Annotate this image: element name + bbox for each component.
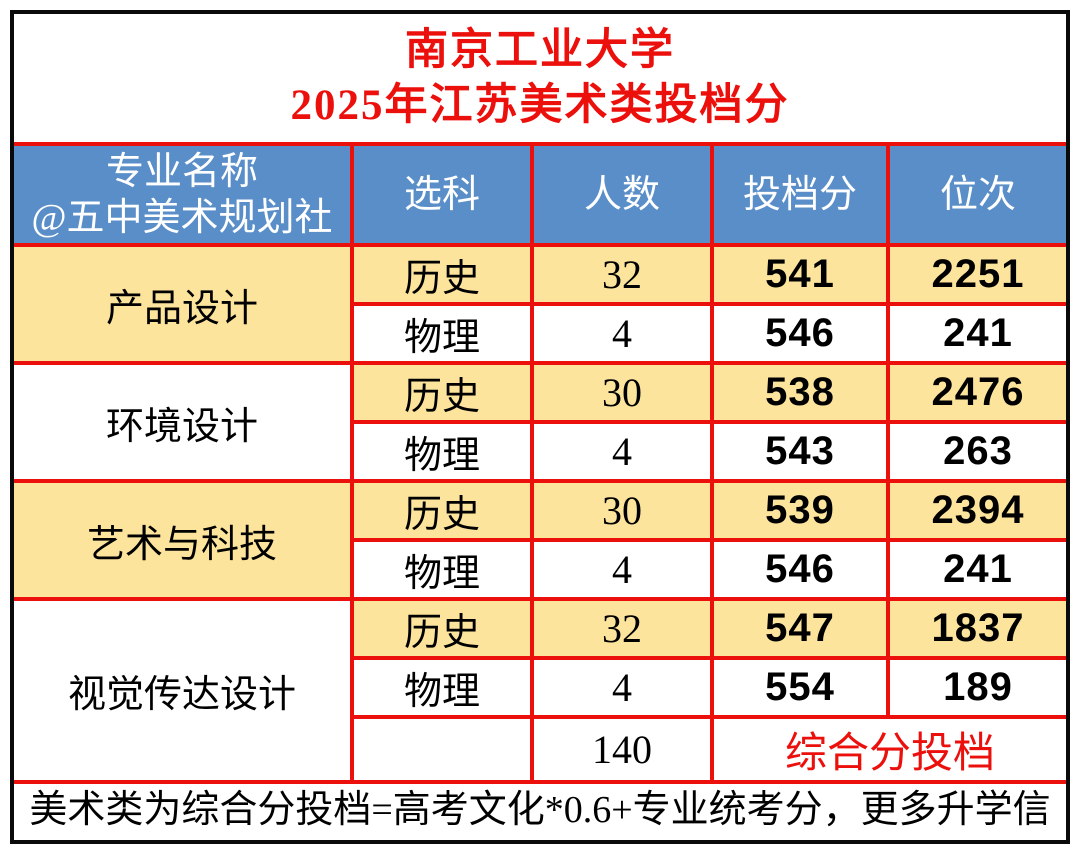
subject-cell: 历史 [350,243,534,306]
count-cell: 30 [530,479,714,542]
score-cell: 538 [710,361,890,424]
table-row: 物理 4 546 241 [14,302,1066,365]
program-cell-product-design: 产品设计 [14,243,354,365]
program-cell-art-technology: 艺术与科技 [14,479,354,601]
rank-cell: 263 [886,420,1066,483]
count-cell: 4 [530,538,714,601]
table-row: 视觉传达设计 历史 32 547 1837 [14,597,1066,784]
score-cell: 543 [710,420,890,483]
score-cell: 541 [710,243,890,306]
rank-cell: 241 [886,302,1066,365]
table-row: 产品设计 历史 32 541 2251 [14,243,1066,365]
table-row: 物理 4 554 189 [14,656,1066,719]
subject-cell: 历史 [350,597,534,660]
table-row: 艺术与科技 历史 30 539 2394 [14,479,1066,601]
rank-cell: 2394 [886,479,1066,542]
table-row: 环境设计 历史 30 538 2476 [14,361,1066,483]
composite-note-cell: 综合分投档 [710,715,1066,784]
table-row: 物理 4 546 241 [14,538,1066,601]
header-count: 人数 [530,142,714,247]
title-block: 南京工业大学 2025年江苏美术类投档分 [14,14,1066,142]
rank-cell: 2476 [886,361,1066,424]
footer-line-2: 息请关注公众号：@五中美术规划社 [238,837,843,840]
program-cell-visual-communication: 视觉传达设计 [14,597,354,784]
score-cell: 547 [710,597,890,660]
rank-cell: 2251 [886,243,1066,306]
header-row: 专业名称 @五中美术规划社 选科 人数 投档分 位次 [14,142,1066,247]
outer-frame: 南京工业大学 2025年江苏美术类投档分 专业名称 @五中美术规划社 选科 人数 [10,10,1070,844]
title-line-university: 南京工业大学 [405,27,675,74]
subject-cell: 物理 [350,302,534,365]
subject-cell: 物理 [350,656,534,719]
program-cell-environment-design: 环境设计 [14,361,354,483]
subject-cell: 历史 [350,479,534,542]
subject-cell: 物理 [350,420,534,483]
rank-cell: 1837 [886,597,1066,660]
score-cell: 539 [710,479,890,542]
footer-line-1: 美术类为综合分投档=高考文化*0.6+专业统考分，更多升学信 [29,789,1051,831]
header-program: 专业名称 @五中美术规划社 [14,142,354,247]
count-cell: 30 [530,361,714,424]
total-count-cell: 140 [530,715,714,784]
table-row: 物理 4 543 263 [14,420,1066,483]
subject-cell: 物理 [350,538,534,601]
count-cell: 4 [530,302,714,365]
title-line-subject: 2025年江苏美术类投档分 [290,82,790,129]
total-row: 140 综合分投档 [14,715,1066,784]
header-score: 投档分 [710,142,890,247]
admission-score-table: 专业名称 @五中美术规划社 选科 人数 投档分 位次 产品设计 历史 32 54… [14,142,1066,784]
score-cell: 546 [710,538,890,601]
total-empty-cell [350,715,534,784]
score-cell: 554 [710,656,890,719]
header-rank: 位次 [886,142,1066,247]
score-cell: 546 [710,302,890,365]
header-program-line1: 专业名称 [105,150,258,193]
count-cell: 4 [530,656,714,719]
footer-note: 美术类为综合分投档=高考文化*0.6+专业统考分，更多升学信 息请关注公众号：@… [14,784,1066,840]
count-cell: 32 [530,597,714,660]
subject-cell: 历史 [350,361,534,424]
rank-cell: 241 [886,538,1066,601]
header-program-line2: @五中美术规划社 [31,196,333,239]
rank-cell: 189 [886,656,1066,719]
count-cell: 4 [530,420,714,483]
header-subject: 选科 [350,142,534,247]
count-cell: 32 [530,243,714,306]
